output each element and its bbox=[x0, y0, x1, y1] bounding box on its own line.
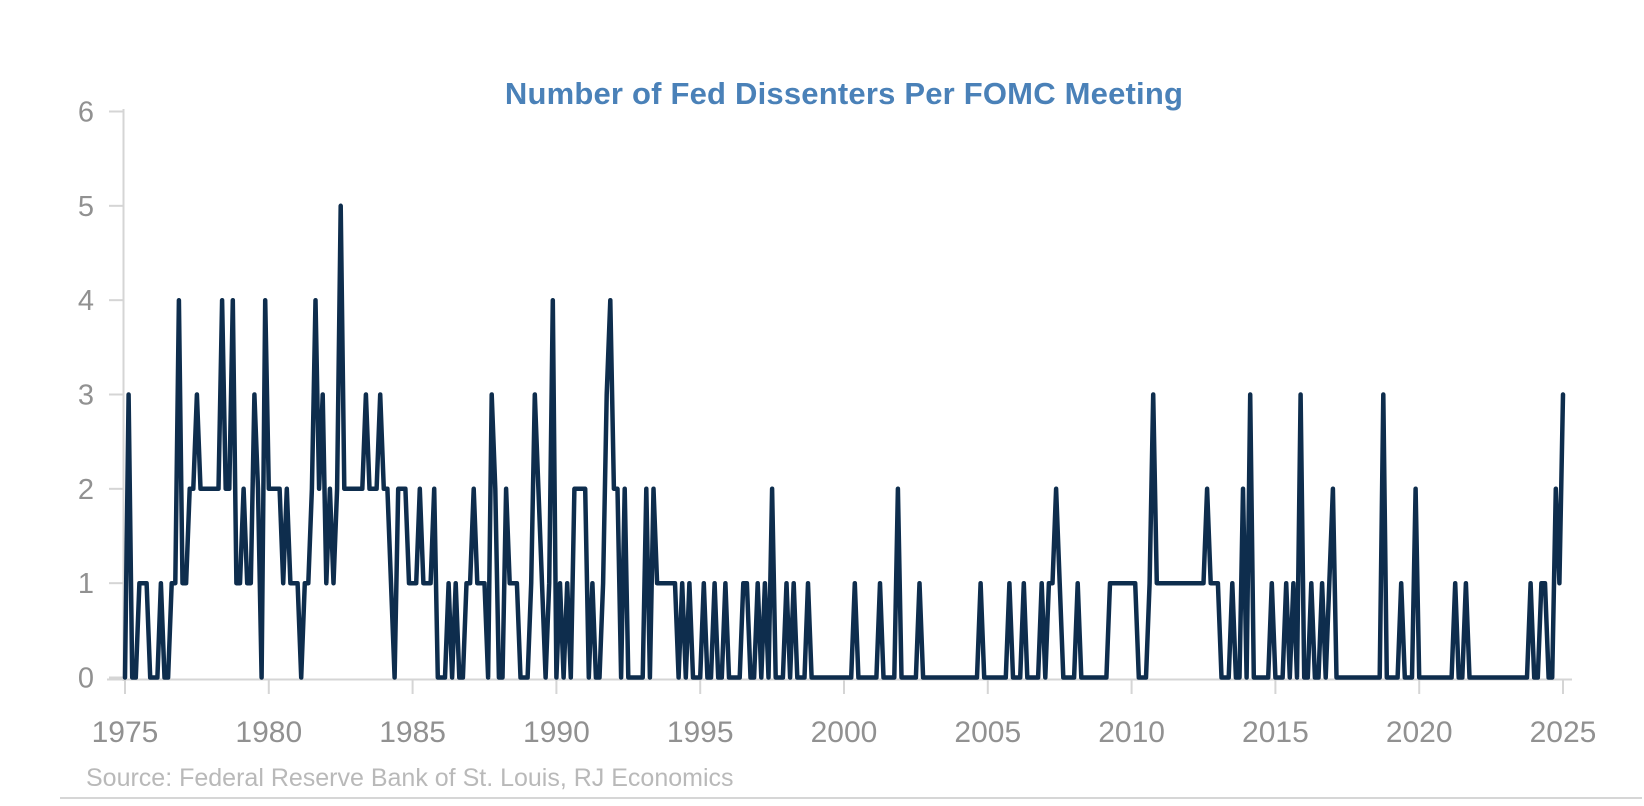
y-tick-label: 6 bbox=[78, 97, 94, 129]
y-tick-label: 1 bbox=[78, 568, 94, 600]
x-tick-label: 1975 bbox=[92, 716, 159, 749]
x-axis bbox=[107, 678, 1572, 694]
chart-title: Number of Fed Dissenters Per FOMC Meetin… bbox=[504, 76, 1184, 111]
x-tick-labels: 1975 1980 1985 1990 1995 2000 2005 2010 2015 2020… bbox=[92, 716, 1597, 749]
y-tick-label: 2 bbox=[78, 474, 94, 506]
x-tick-label: 2020 bbox=[1386, 716, 1453, 749]
x-tick-label: 1990 bbox=[523, 716, 590, 749]
x-tick-label: 1980 bbox=[235, 716, 302, 749]
dissenters-line-series bbox=[122, 203, 1566, 680]
source-note: Source: Federal Reserve Bank of St. Loui… bbox=[86, 764, 734, 792]
x-tick-label: 2005 bbox=[954, 716, 1021, 749]
y-tick-label: 5 bbox=[78, 191, 94, 223]
y-tick-label: 4 bbox=[78, 285, 94, 317]
x-tick-label: 1985 bbox=[379, 716, 446, 749]
y-tick-label: 3 bbox=[78, 380, 94, 412]
x-tick-label: 2000 bbox=[811, 716, 878, 749]
x-tick-label: 2025 bbox=[1530, 716, 1597, 749]
y-axis bbox=[109, 109, 125, 681]
x-tick-label: 2010 bbox=[1098, 716, 1165, 749]
x-tick-label: 2015 bbox=[1242, 716, 1309, 749]
y-tick-label: 0 bbox=[78, 663, 94, 695]
x-tick-label: 1995 bbox=[667, 716, 734, 749]
bottom-divider bbox=[60, 797, 1642, 799]
y-tick-labels: 0 1 2 3 4 5 6 bbox=[78, 97, 94, 695]
